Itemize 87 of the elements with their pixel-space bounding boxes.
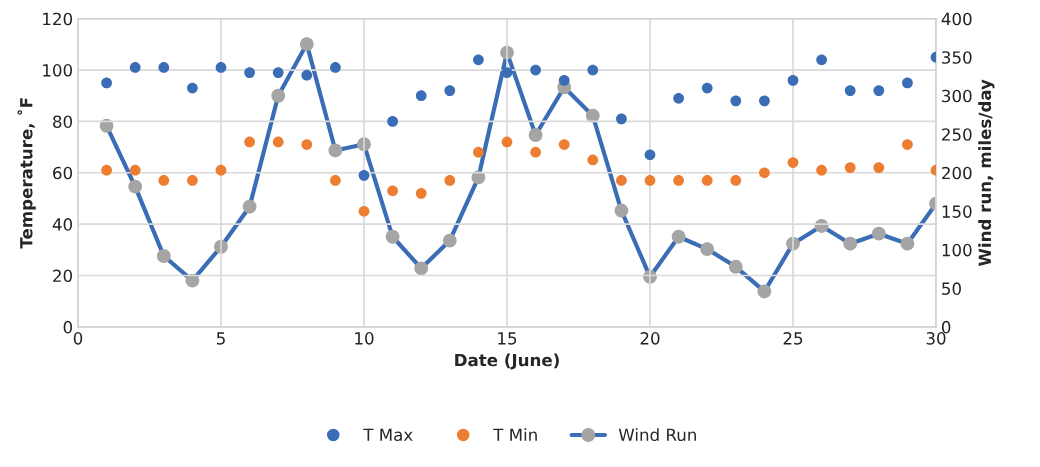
x-axis-title: Date (June): [455, 353, 559, 370]
y2-axis-title: Wind run, miles/day: [978, 79, 995, 266]
point: [816, 54, 827, 66]
point: [501, 67, 513, 78]
point: [644, 149, 656, 161]
point: [844, 85, 856, 96]
x-tick-label: 5: [216, 332, 225, 345]
y2-tick-label: 350: [942, 51, 972, 64]
point: [129, 62, 141, 73]
point: [816, 164, 827, 176]
point: [415, 90, 427, 102]
legend-label: T Max: [363, 428, 413, 442]
point: [501, 136, 513, 148]
point: [902, 77, 913, 89]
point: [244, 67, 255, 78]
point: [415, 187, 427, 199]
point: [358, 169, 370, 181]
point: [787, 74, 799, 86]
y2-tick-label: 250: [942, 128, 972, 141]
point: [387, 116, 398, 127]
y-tick-label: 60: [53, 166, 73, 180]
point: [673, 175, 684, 186]
y-tick-label: 0: [63, 320, 73, 334]
point: [530, 64, 541, 76]
point: [873, 162, 885, 174]
point: [101, 77, 112, 89]
point: [558, 74, 570, 86]
point: [701, 175, 713, 186]
point: [787, 157, 799, 168]
point: [844, 162, 856, 174]
point: [616, 113, 627, 125]
point: [330, 62, 341, 73]
point: [759, 167, 770, 179]
point: [272, 67, 284, 78]
point: [158, 62, 170, 73]
point: [444, 175, 456, 186]
y-tick-label: 100: [43, 64, 73, 77]
point: [158, 175, 170, 186]
y2-tick-label: 50: [942, 282, 961, 295]
x-tick-label: 20: [640, 332, 660, 345]
y-axis-title: Temperature, ˚F: [17, 98, 36, 249]
legend-label: Wind Run: [618, 428, 696, 442]
x-tick-label: 10: [355, 332, 374, 345]
point: [473, 146, 484, 158]
y2-tick-label: 400: [941, 12, 972, 26]
point: [558, 139, 570, 150]
point: [587, 154, 599, 166]
y-tick-label: 20: [53, 269, 73, 283]
point: [187, 175, 198, 186]
legend-label: T Min: [493, 428, 537, 441]
point: [272, 136, 284, 148]
point: [673, 92, 684, 104]
point: [730, 175, 742, 186]
point: [902, 139, 913, 150]
point: [644, 175, 656, 186]
point: [759, 95, 770, 107]
point: [473, 54, 484, 66]
y2-tick-label: 200: [942, 166, 972, 180]
y2-tick-label: 0: [941, 320, 951, 334]
y2-tick-label: 300: [942, 89, 972, 103]
point: [129, 164, 141, 176]
x-tick-label: 30: [926, 332, 946, 345]
point: [444, 85, 456, 96]
point: [358, 205, 370, 217]
x-tick-label: 15: [498, 332, 517, 345]
x-tick-label: 25: [783, 332, 803, 345]
x-tick-label: 0: [73, 332, 83, 345]
point: [244, 136, 255, 148]
point: [215, 62, 227, 73]
point: [530, 146, 541, 158]
point: [330, 175, 341, 186]
y2-tick-label: 100: [942, 243, 972, 257]
point: [301, 139, 313, 150]
point: [616, 175, 627, 186]
point: [301, 69, 313, 81]
point: [215, 164, 227, 176]
y2-tick-label: 150: [942, 205, 972, 218]
point: [387, 185, 398, 197]
y-tick-label: 40: [52, 218, 73, 231]
point: [873, 85, 885, 96]
point: [187, 82, 198, 94]
point: [587, 64, 599, 76]
point: [701, 82, 713, 94]
y-tick-label: 80: [53, 115, 73, 128]
point: [730, 95, 742, 107]
y-tick-label: 120: [43, 12, 73, 26]
point: [101, 164, 112, 176]
